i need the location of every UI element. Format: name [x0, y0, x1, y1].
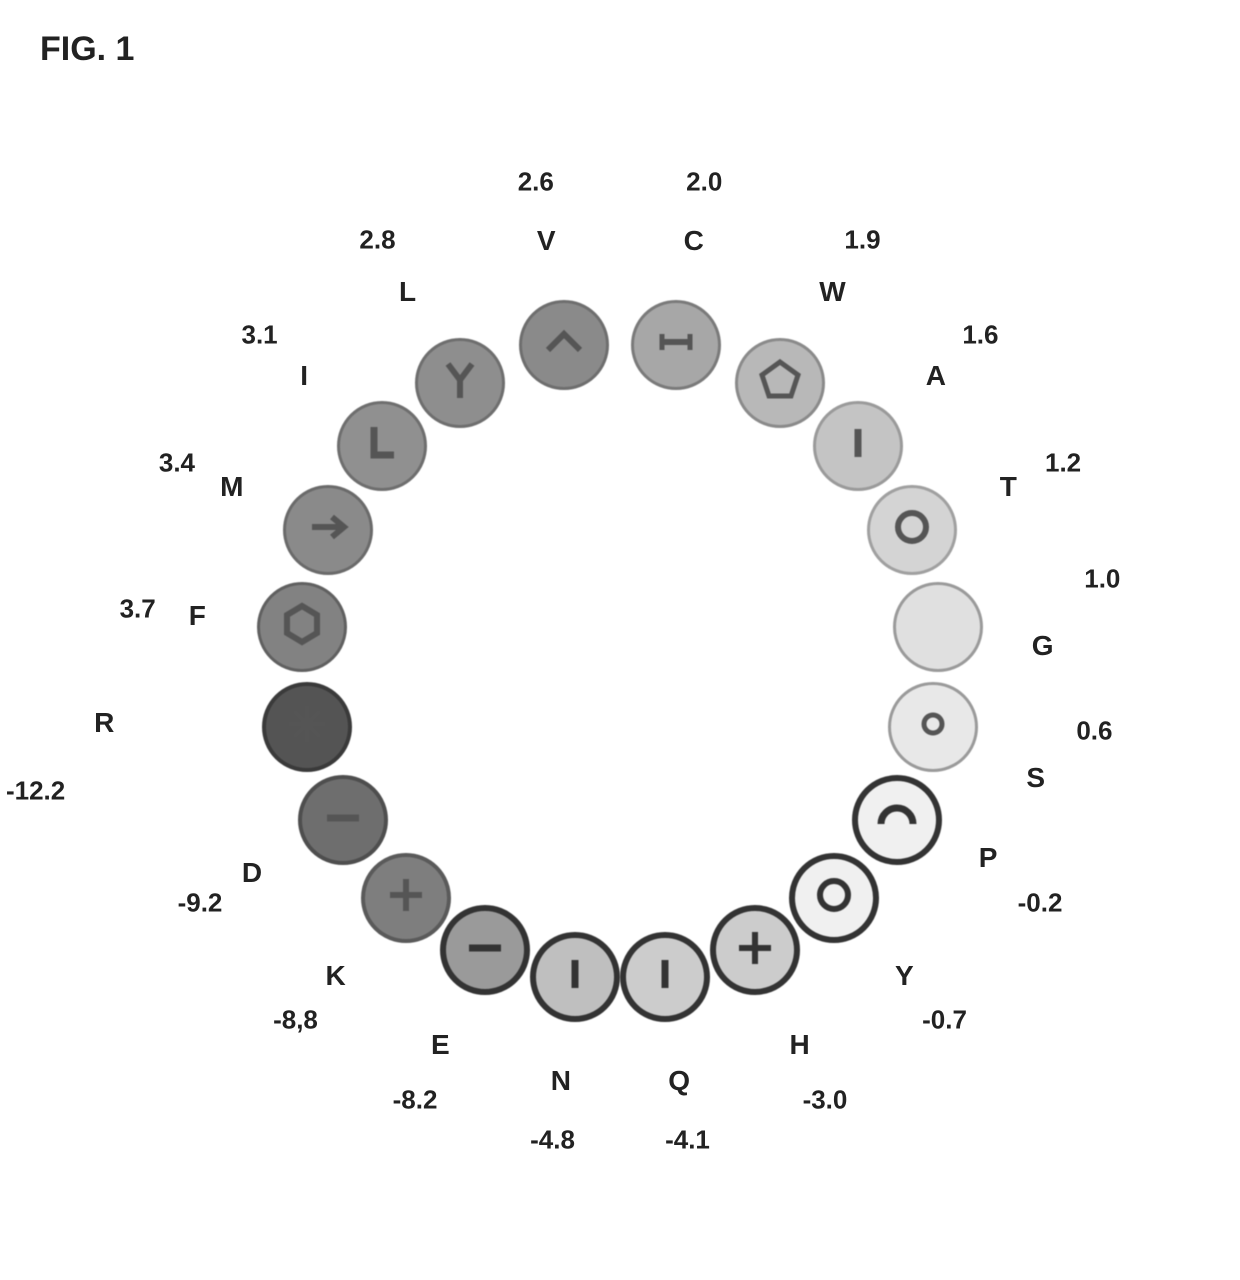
node-letter-S: S — [1026, 762, 1045, 794]
node-value-Y: -0.7 — [922, 1005, 967, 1036]
amino-node-P — [852, 775, 942, 865]
amino-node-N — [530, 932, 620, 1022]
amino-node-E — [440, 905, 530, 995]
node-symbol-icon — [376, 865, 436, 930]
node-value-D: -9.2 — [178, 887, 223, 918]
node-value-A: 1.6 — [962, 320, 998, 351]
node-letter-I: I — [300, 360, 308, 392]
node-symbol-icon — [725, 918, 785, 983]
node-letter-Y: Y — [895, 960, 914, 992]
amino-node-H — [710, 905, 800, 995]
node-value-N: -4.8 — [530, 1125, 575, 1156]
node-value-V: 2.6 — [518, 167, 554, 198]
node-symbol-icon — [430, 350, 490, 415]
node-symbol-icon — [277, 694, 337, 759]
node-letter-L: L — [399, 276, 416, 308]
node-letter-F: F — [189, 600, 206, 632]
node-letter-N: N — [551, 1065, 571, 1097]
node-value-S: 0.6 — [1076, 715, 1112, 746]
amino-node-S — [888, 682, 978, 772]
node-symbol-icon — [903, 694, 963, 759]
amino-node-Y — [789, 853, 879, 943]
node-value-I: 3.1 — [242, 320, 278, 351]
node-symbol-icon — [750, 350, 810, 415]
node-symbol-icon — [828, 413, 888, 478]
node-symbol-icon — [534, 312, 594, 377]
node-symbol-icon — [804, 865, 864, 930]
amino-node-Q — [620, 932, 710, 1022]
node-value-E: -8.2 — [393, 1084, 438, 1115]
node-letter-R: R — [94, 707, 114, 739]
figure-title: FIG. 1 — [40, 30, 134, 69]
node-letter-G: G — [1032, 630, 1054, 662]
node-letter-C: C — [684, 225, 704, 257]
amino-node-W — [735, 338, 825, 428]
amino-node-C — [631, 300, 721, 390]
amino-node-A — [813, 401, 903, 491]
node-letter-D: D — [242, 857, 262, 889]
node-letter-H: H — [789, 1029, 809, 1061]
node-symbol-icon — [352, 413, 412, 478]
node-letter-P: P — [979, 842, 998, 874]
amino-node-D — [298, 775, 388, 865]
amino-node-V — [519, 300, 609, 390]
node-value-G: 1.0 — [1084, 564, 1120, 595]
node-letter-K: K — [326, 960, 346, 992]
node-value-T: 1.2 — [1045, 447, 1081, 478]
node-symbol-icon — [867, 788, 927, 853]
amino-node-G — [893, 582, 983, 672]
node-value-K: -8,8 — [273, 1005, 318, 1036]
node-symbol-icon — [313, 788, 373, 853]
amino-node-K — [361, 853, 451, 943]
node-symbol-icon — [272, 594, 332, 659]
amino-node-F — [257, 582, 347, 672]
node-letter-E: E — [431, 1029, 450, 1061]
node-value-P: -0.2 — [1018, 887, 1063, 918]
node-value-Q: -4.1 — [665, 1125, 710, 1156]
node-letter-V: V — [537, 225, 556, 257]
node-symbol-icon — [545, 944, 605, 1009]
amino-node-L — [415, 338, 505, 428]
node-letter-W: W — [819, 276, 845, 308]
node-symbol-icon — [298, 497, 358, 562]
node-value-C: 2.0 — [686, 167, 722, 198]
amino-node-R — [262, 682, 352, 772]
node-symbol-icon — [646, 312, 706, 377]
amino-node-I — [337, 401, 427, 491]
amino-node-T — [867, 485, 957, 575]
node-letter-M: M — [220, 471, 243, 503]
node-value-L: 2.8 — [359, 224, 395, 255]
node-letter-Q: Q — [668, 1065, 690, 1097]
node-value-H: -3.0 — [803, 1084, 848, 1115]
node-symbol-icon — [635, 944, 695, 1009]
node-value-F: 3.7 — [120, 594, 156, 625]
node-symbol-icon — [455, 918, 515, 983]
amino-node-M — [283, 485, 373, 575]
node-symbol-icon — [882, 497, 942, 562]
node-value-M: 3.4 — [159, 447, 195, 478]
node-letter-A: A — [926, 360, 946, 392]
node-letter-T: T — [1000, 471, 1017, 503]
node-value-W: 1.9 — [844, 224, 880, 255]
node-value-R: -12.2 — [6, 775, 65, 806]
